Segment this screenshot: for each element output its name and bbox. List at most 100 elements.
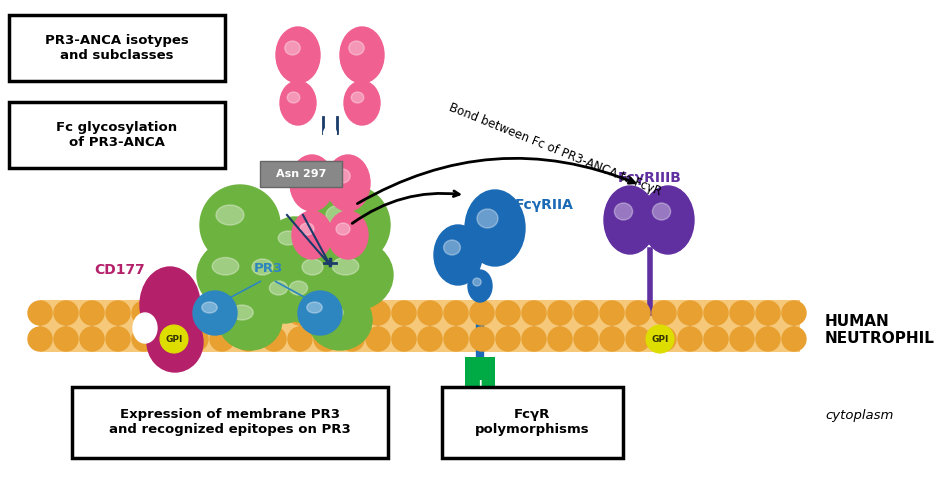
- Circle shape: [652, 327, 676, 351]
- Circle shape: [704, 327, 728, 351]
- Ellipse shape: [344, 81, 380, 125]
- Circle shape: [782, 301, 806, 325]
- Ellipse shape: [298, 291, 342, 335]
- Ellipse shape: [279, 267, 331, 323]
- Ellipse shape: [240, 243, 300, 307]
- Ellipse shape: [642, 186, 694, 254]
- Circle shape: [574, 327, 598, 351]
- Circle shape: [366, 301, 390, 325]
- Ellipse shape: [285, 41, 300, 55]
- Circle shape: [288, 327, 312, 351]
- Ellipse shape: [604, 186, 656, 254]
- Ellipse shape: [326, 155, 370, 211]
- Circle shape: [574, 301, 598, 325]
- Bar: [465, 357, 495, 447]
- FancyBboxPatch shape: [72, 387, 388, 458]
- Ellipse shape: [328, 211, 368, 259]
- Circle shape: [704, 301, 728, 325]
- Text: Bond between Fc of PR3-ANCA to FcγR: Bond between Fc of PR3-ANCA to FcγR: [447, 101, 663, 199]
- FancyBboxPatch shape: [9, 102, 225, 168]
- Circle shape: [366, 327, 390, 351]
- Circle shape: [210, 301, 234, 325]
- Circle shape: [184, 327, 208, 351]
- Ellipse shape: [614, 203, 633, 220]
- Ellipse shape: [443, 240, 460, 255]
- Text: I
T
A
M: I T A M: [475, 380, 485, 425]
- Text: PR3-ANCA isotypes
and subclasses: PR3-ANCA isotypes and subclasses: [46, 34, 189, 62]
- Circle shape: [444, 301, 468, 325]
- Text: FcγRIIA: FcγRIIA: [515, 198, 574, 212]
- FancyBboxPatch shape: [442, 387, 623, 458]
- Circle shape: [262, 327, 286, 351]
- Ellipse shape: [288, 92, 300, 103]
- Ellipse shape: [133, 313, 157, 343]
- Ellipse shape: [336, 223, 350, 235]
- Text: HUMAN
NEUTROPHIL: HUMAN NEUTROPHIL: [825, 314, 935, 346]
- Circle shape: [54, 301, 78, 325]
- Circle shape: [600, 327, 624, 351]
- Ellipse shape: [213, 258, 239, 275]
- Circle shape: [340, 327, 364, 351]
- Circle shape: [210, 327, 234, 351]
- Circle shape: [782, 327, 806, 351]
- Ellipse shape: [290, 243, 350, 307]
- Text: GPI: GPI: [651, 334, 669, 344]
- Ellipse shape: [299, 169, 314, 183]
- Ellipse shape: [216, 205, 244, 225]
- Circle shape: [314, 327, 338, 351]
- Circle shape: [288, 301, 312, 325]
- Text: PR3: PR3: [253, 262, 283, 275]
- Circle shape: [652, 301, 676, 325]
- Ellipse shape: [267, 217, 323, 273]
- Circle shape: [548, 301, 572, 325]
- Circle shape: [678, 327, 702, 351]
- Circle shape: [730, 327, 754, 351]
- Ellipse shape: [321, 305, 344, 320]
- Ellipse shape: [465, 190, 525, 266]
- Circle shape: [158, 327, 182, 351]
- Text: FcγRIIIB: FcγRIIIB: [618, 171, 682, 185]
- Circle shape: [132, 327, 156, 351]
- Circle shape: [418, 301, 442, 325]
- Text: cytoplasm: cytoplasm: [825, 408, 893, 422]
- Ellipse shape: [468, 270, 492, 302]
- Circle shape: [646, 325, 674, 353]
- Circle shape: [496, 327, 520, 351]
- Ellipse shape: [302, 259, 323, 275]
- Circle shape: [600, 301, 624, 325]
- Circle shape: [160, 325, 188, 353]
- Ellipse shape: [652, 203, 671, 220]
- Circle shape: [756, 327, 780, 351]
- Circle shape: [392, 301, 416, 325]
- Circle shape: [28, 301, 52, 325]
- Circle shape: [324, 127, 336, 139]
- Ellipse shape: [349, 41, 364, 55]
- Ellipse shape: [340, 27, 384, 83]
- Circle shape: [626, 301, 650, 325]
- Ellipse shape: [197, 240, 273, 310]
- Ellipse shape: [193, 291, 237, 335]
- Ellipse shape: [477, 209, 498, 228]
- Text: GPI: GPI: [165, 334, 183, 344]
- Circle shape: [496, 301, 520, 325]
- Ellipse shape: [252, 259, 273, 275]
- Ellipse shape: [317, 240, 393, 310]
- Text: Asn 297: Asn 297: [276, 169, 326, 179]
- Ellipse shape: [310, 185, 390, 265]
- Circle shape: [80, 327, 104, 351]
- Circle shape: [522, 301, 546, 325]
- Circle shape: [314, 301, 338, 325]
- Ellipse shape: [289, 281, 307, 295]
- Circle shape: [132, 301, 156, 325]
- Ellipse shape: [308, 290, 372, 350]
- FancyBboxPatch shape: [9, 15, 225, 81]
- Circle shape: [470, 327, 494, 351]
- Bar: [40, 300, 800, 352]
- Ellipse shape: [280, 81, 316, 125]
- Ellipse shape: [290, 155, 334, 211]
- Circle shape: [340, 301, 364, 325]
- Circle shape: [626, 327, 650, 351]
- Circle shape: [158, 301, 182, 325]
- Circle shape: [236, 327, 260, 351]
- Ellipse shape: [202, 302, 217, 313]
